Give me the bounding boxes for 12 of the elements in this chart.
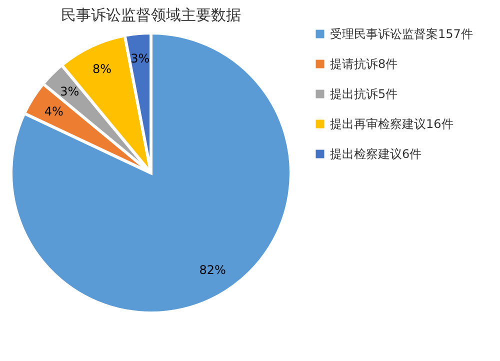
legend-label: 受理民事诉讼监督案157件 <box>330 27 473 41</box>
legend-label: 提出再审检察建议16件 <box>330 117 454 131</box>
data-label: 8% <box>92 62 112 76</box>
legend-label: 提出抗诉5件 <box>330 87 398 101</box>
data-label: 3% <box>60 84 80 99</box>
data-label: 3% <box>130 52 150 66</box>
legend-label: 提出检察建议6件 <box>330 147 422 161</box>
data-label: 82% <box>199 263 226 278</box>
data-label: 4% <box>44 104 64 118</box>
chart-title: 民事诉讼监督领域主要数据 <box>61 6 241 24</box>
legend-label: 提请抗诉8件 <box>330 57 398 71</box>
pie-slice <box>10 32 292 314</box>
